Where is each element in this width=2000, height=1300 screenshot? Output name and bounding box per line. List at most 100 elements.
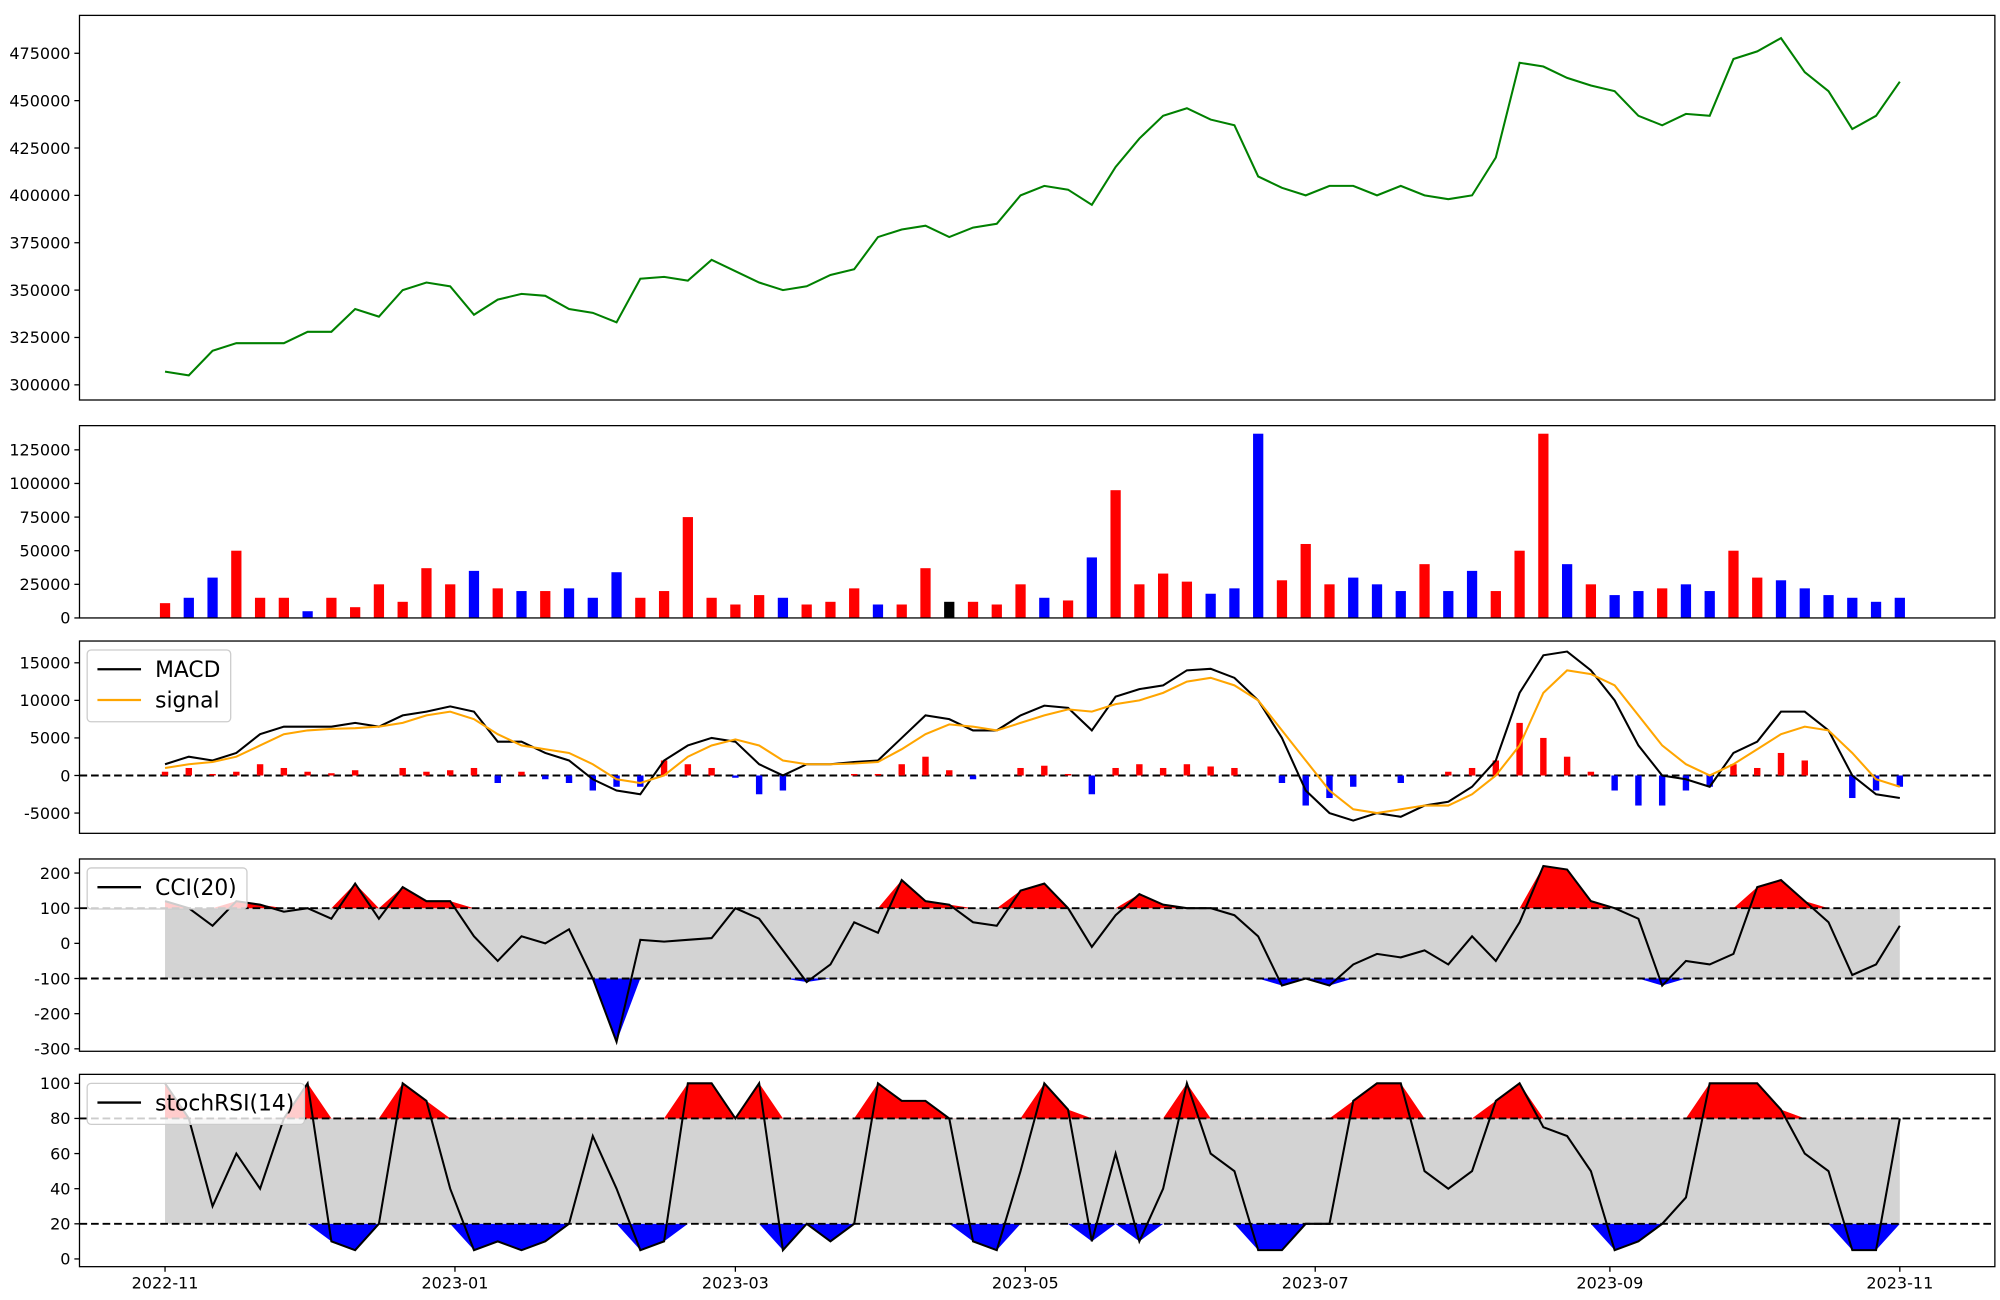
histogram-bar xyxy=(755,775,763,795)
histogram-bar xyxy=(542,775,549,780)
series-line xyxy=(164,36,1901,377)
histogram-bar xyxy=(1017,767,1024,776)
volume-bar xyxy=(682,517,693,618)
histogram-bar xyxy=(779,775,787,791)
y-tick-label: 125000 xyxy=(9,441,70,460)
histogram-bar xyxy=(1777,752,1785,776)
histogram-bar xyxy=(1231,767,1238,776)
histogram-bar xyxy=(613,775,620,787)
volume-bar xyxy=(1324,584,1335,618)
volume-bar xyxy=(421,568,432,618)
volume-bar xyxy=(231,550,242,618)
histogram-bar xyxy=(399,767,406,776)
legend-label: stochRSI(14) xyxy=(155,1091,294,1116)
x-tick-label: 2023-11 xyxy=(1866,1273,1933,1292)
volume-bar xyxy=(1657,588,1668,618)
histogram-bar xyxy=(684,764,692,776)
legend-box xyxy=(86,649,232,723)
histogram-bar xyxy=(328,773,335,776)
histogram-bar xyxy=(1088,775,1096,795)
volume-bar xyxy=(302,611,313,618)
volume-bar xyxy=(1253,433,1264,618)
volume-bar xyxy=(944,601,955,618)
y-tick-label: -200 xyxy=(34,1004,70,1023)
y-tick-label: 200 xyxy=(40,864,71,883)
volume-bar xyxy=(730,604,741,618)
volume-bar xyxy=(373,584,385,618)
histogram-bar xyxy=(423,771,430,776)
histogram-bar xyxy=(1468,767,1476,776)
volume-bar xyxy=(1704,591,1715,618)
histogram-bar xyxy=(660,760,668,776)
x-tick-label: 2023-05 xyxy=(992,1273,1059,1292)
volume-bar xyxy=(563,588,575,618)
volume-bar xyxy=(849,588,860,618)
plot-frame xyxy=(78,858,1996,1052)
histogram-bar xyxy=(447,770,454,776)
plot-frame xyxy=(78,425,1996,619)
volume-bar xyxy=(920,568,931,618)
volume-bar xyxy=(1276,580,1288,618)
histogram-bar xyxy=(1587,771,1595,776)
x-tick-label: 2023-07 xyxy=(1282,1273,1349,1292)
volume-bar xyxy=(1514,550,1525,618)
series-line xyxy=(164,650,1900,822)
volume-bar xyxy=(1039,597,1050,618)
histogram-bar xyxy=(898,764,905,776)
y-tick-label: 100 xyxy=(40,1074,71,1093)
y-tick-label: 0 xyxy=(60,934,70,953)
volume-bar xyxy=(1561,564,1573,618)
histogram-bar xyxy=(1041,765,1048,776)
histogram-bar xyxy=(161,771,169,776)
histogram-bar xyxy=(280,767,288,776)
histogram-bar xyxy=(1492,760,1500,776)
volume-bar xyxy=(1585,584,1597,618)
histogram-bar xyxy=(565,775,573,784)
volume-bar xyxy=(1870,601,1882,618)
volume-bar xyxy=(1847,597,1858,618)
volume-bar xyxy=(1775,580,1787,618)
volume-bar xyxy=(1348,577,1359,618)
volume-bar xyxy=(1609,595,1620,618)
histogram-bar xyxy=(518,771,525,776)
histogram-bar xyxy=(1563,756,1571,776)
neutral-band xyxy=(165,908,1900,979)
histogram-bar xyxy=(1278,775,1286,784)
volume-bar xyxy=(1110,490,1121,618)
volume-bar xyxy=(1134,584,1145,618)
histogram-bar xyxy=(1730,764,1737,776)
histogram-bar xyxy=(351,770,359,776)
histogram-bar xyxy=(1611,775,1618,791)
histogram-bar xyxy=(1136,764,1143,776)
volume-bar xyxy=(540,591,551,618)
volume-bar xyxy=(1752,577,1763,618)
volume-bar xyxy=(254,597,266,618)
y-tick-label: 15000 xyxy=(20,654,71,673)
histogram-bar xyxy=(1516,722,1523,776)
x-tick-label: 2023-09 xyxy=(1576,1273,1643,1292)
histogram-bar xyxy=(1350,775,1357,787)
volume-bar xyxy=(706,597,717,618)
histogram-bar xyxy=(1754,767,1761,776)
volume-bar xyxy=(1181,581,1193,618)
histogram-bar xyxy=(1896,775,1904,787)
legend-box xyxy=(86,1082,306,1126)
histogram-bar xyxy=(1159,767,1167,776)
histogram-bar xyxy=(969,775,977,780)
x-tick-label: 2023-01 xyxy=(421,1273,488,1292)
volume-bar xyxy=(183,597,194,618)
histogram-bar xyxy=(256,764,264,776)
volume-bar xyxy=(754,595,765,618)
volume-bar xyxy=(1490,591,1501,618)
histogram-bar xyxy=(732,775,739,778)
histogram-bar xyxy=(1706,775,1713,787)
volume-bar xyxy=(801,604,812,618)
histogram-bar xyxy=(304,771,311,776)
y-tick-label: 300000 xyxy=(9,376,70,395)
volume-bar xyxy=(1443,591,1454,618)
histogram-bar xyxy=(1445,771,1452,776)
volume-bar xyxy=(1062,600,1074,618)
y-tick-label: 40 xyxy=(50,1179,70,1198)
legend: stochRSI(14) xyxy=(86,1082,306,1126)
